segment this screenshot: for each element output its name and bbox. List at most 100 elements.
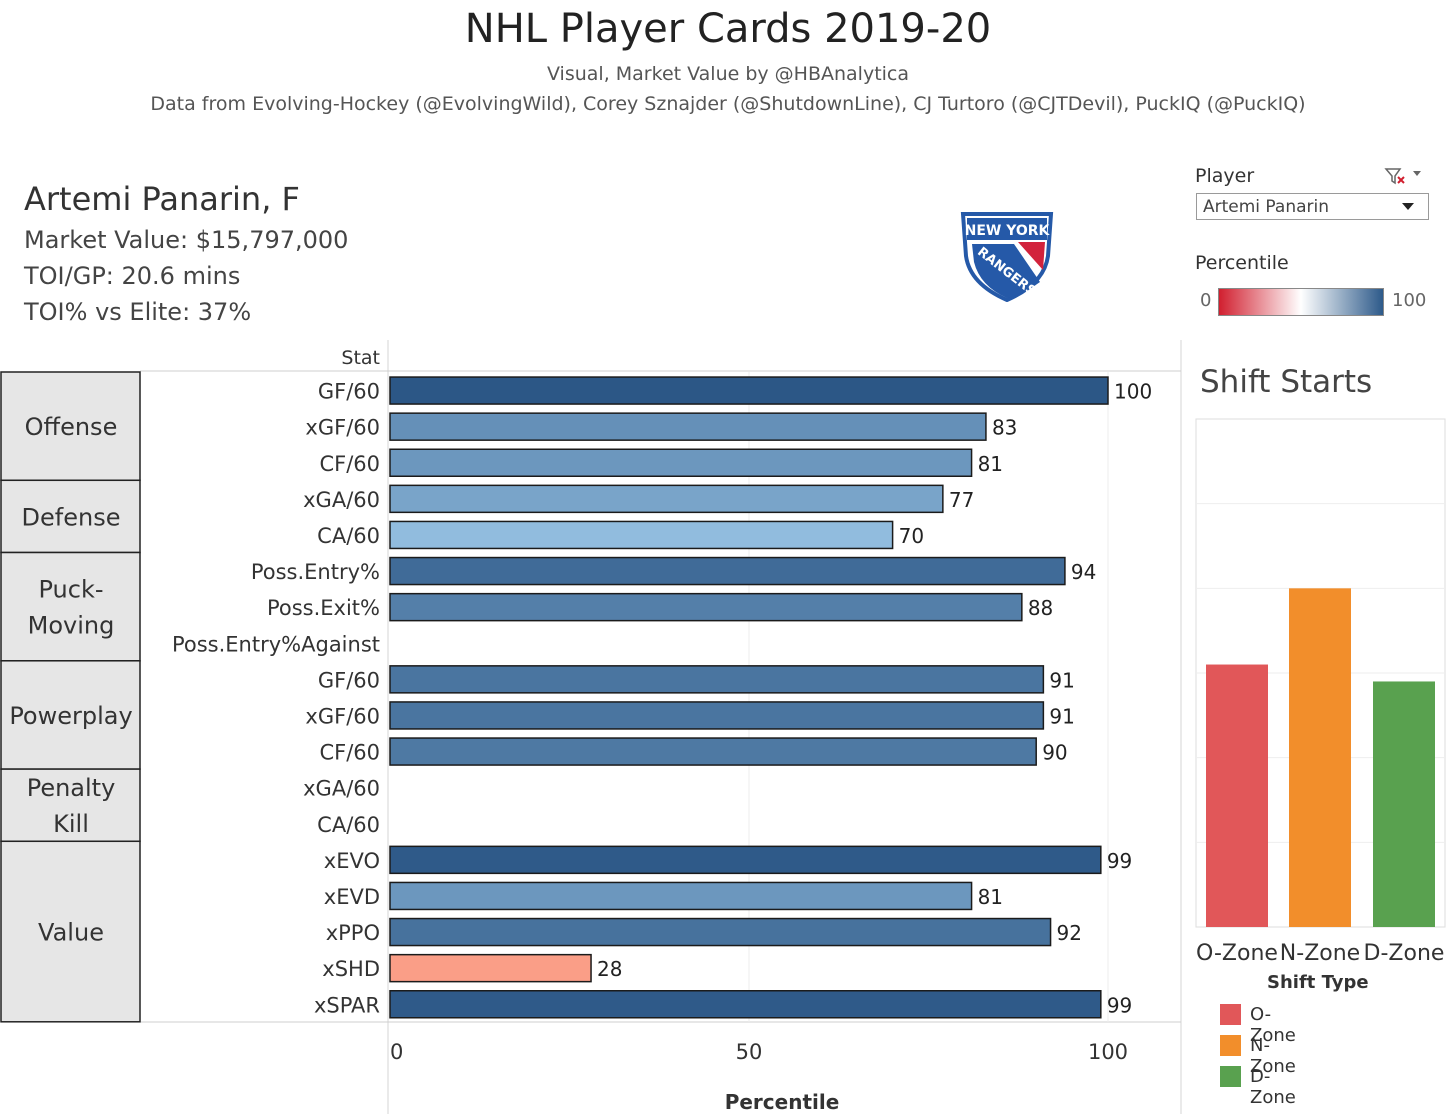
stat-label: xGF/60 xyxy=(305,416,380,440)
logo-red-block xyxy=(1018,242,1045,270)
stat-label: xPPO xyxy=(326,921,380,945)
x-tick-label: 0 xyxy=(390,1040,403,1064)
group-cell xyxy=(0,479,141,554)
percentile-color-ramp xyxy=(1218,288,1384,316)
bar xyxy=(389,990,1102,1019)
bar xyxy=(389,376,1109,405)
bar xyxy=(389,917,1052,947)
group-label: Puck- xyxy=(38,576,103,604)
stat-label: xSPAR xyxy=(314,993,380,1017)
shift-starts-chart: O-Zone N-Zone D-Zone xyxy=(1195,418,1446,966)
group-label: Powerplay xyxy=(9,702,132,730)
data-label: 99 xyxy=(1107,849,1132,873)
group-label: Defense xyxy=(22,503,121,531)
clear-filter-icon[interactable] xyxy=(1384,166,1424,186)
stat-label: xGA/60 xyxy=(303,777,380,801)
shift-bar xyxy=(1206,664,1268,927)
stat-label: xEVD xyxy=(324,885,380,909)
stat-label: GF/60 xyxy=(318,380,380,404)
bar xyxy=(389,556,1066,586)
stat-label: xSHD xyxy=(322,957,380,981)
bar xyxy=(389,881,973,911)
data-label: 91 xyxy=(1049,668,1074,692)
group-cell xyxy=(0,840,141,1023)
logo-text-top: NEW YORK xyxy=(965,223,1051,239)
bar xyxy=(389,412,987,441)
bar xyxy=(389,592,1023,622)
stat-label: Poss.Exit% xyxy=(267,596,380,620)
subtitle-credit: Visual, Market Value by @HBAnalytica xyxy=(546,63,910,85)
toi-vs-elite: TOI% vs Elite: 37% xyxy=(24,298,252,326)
percentile-legend-min: 0 xyxy=(1200,290,1212,311)
stat-label: CA/60 xyxy=(317,524,380,548)
logo-blue-block xyxy=(972,244,1040,298)
group-label: Penalty xyxy=(27,774,116,802)
shift-bar xyxy=(1373,681,1435,927)
player-name: Artemi Panarin, F xyxy=(24,180,300,218)
x-tick-label: 50 xyxy=(736,1040,763,1064)
data-label: 70 xyxy=(899,524,924,548)
bar xyxy=(389,484,944,514)
filter-menu-arrow-icon xyxy=(1413,171,1421,176)
bar xyxy=(389,701,1045,730)
data-label: 100 xyxy=(1114,380,1152,404)
data-label: 28 xyxy=(597,957,622,981)
subtitle-sources: Data from Evolving-Hockey (@EvolvingWild… xyxy=(150,93,1306,115)
percentile-legend-title: Percentile xyxy=(1195,252,1289,274)
bar xyxy=(389,845,1102,875)
data-label: 81 xyxy=(978,452,1003,476)
legend-label-d-zone: D-Zone xyxy=(1250,1066,1296,1108)
percentile-bar-chart: Stat Offense Defense Puck- Moving Powerplay Pe… xyxy=(0,340,1182,1114)
data-label: 83 xyxy=(992,416,1017,440)
data-label: 90 xyxy=(1042,741,1067,765)
stat-label: Poss.Entry%Against xyxy=(172,632,380,656)
group-label: Moving xyxy=(28,612,115,640)
legend-swatch-d-zone xyxy=(1220,1066,1241,1087)
bar xyxy=(389,665,1045,694)
group-cell xyxy=(0,551,141,662)
legend-swatch-n-zone xyxy=(1220,1035,1241,1056)
stat-label: Poss.Entry% xyxy=(251,560,380,584)
shift-type-legend-title: Shift Type xyxy=(1267,972,1369,993)
stat-label: GF/60 xyxy=(318,668,380,692)
data-label: 91 xyxy=(1049,704,1074,728)
bar xyxy=(389,737,1037,766)
logo-banner-top xyxy=(967,218,1047,240)
data-label: 77 xyxy=(949,488,974,512)
stat-label: CF/60 xyxy=(319,741,380,765)
group-cell xyxy=(0,371,141,482)
stat-label: CF/60 xyxy=(319,452,380,476)
row-header-label: Stat xyxy=(341,347,380,369)
player-filter-label: Player xyxy=(1195,165,1255,187)
shift-category-label: D-Zone xyxy=(1364,941,1445,966)
dropdown-arrow-icon[interactable] xyxy=(1402,203,1414,210)
shift-category-label: O-Zone xyxy=(1196,941,1278,966)
stat-label: xEVO xyxy=(324,849,380,873)
x-axis-title: Percentile xyxy=(725,1090,840,1114)
group-cell xyxy=(0,660,141,770)
stat-label: xGF/60 xyxy=(305,704,380,728)
toi-per-game: TOI/GP: 20.6 mins xyxy=(24,262,241,290)
stat-label: CA/60 xyxy=(317,813,380,837)
bar xyxy=(389,520,894,550)
data-label: 99 xyxy=(1107,993,1132,1017)
player-select[interactable]: Artemi Panarin xyxy=(1196,193,1429,220)
shift-category-label: N-Zone xyxy=(1280,941,1360,966)
legend-label-o-zone: O-Zone xyxy=(1250,1004,1296,1046)
legend-swatch-o-zone xyxy=(1220,1004,1241,1025)
data-label: 94 xyxy=(1071,560,1096,584)
bar xyxy=(389,448,973,477)
player-select-value: Artemi Panarin xyxy=(1203,197,1330,217)
data-label: 88 xyxy=(1028,596,1053,620)
page-title: NHL Player Cards 2019-20 xyxy=(464,6,992,52)
stat-label: xGA/60 xyxy=(303,488,380,512)
x-tick-label: 100 xyxy=(1088,1040,1128,1064)
shift-bar xyxy=(1289,588,1351,927)
legend-label-n-zone: N-Zone xyxy=(1250,1035,1296,1077)
group-label: Offense xyxy=(25,413,118,441)
shift-starts-title: Shift Starts xyxy=(1200,364,1373,400)
group-label: Kill xyxy=(53,810,89,838)
data-label: 92 xyxy=(1057,921,1082,945)
percentile-legend-max: 100 xyxy=(1392,290,1427,311)
market-value: Market Value: $15,797,000 xyxy=(24,226,349,254)
